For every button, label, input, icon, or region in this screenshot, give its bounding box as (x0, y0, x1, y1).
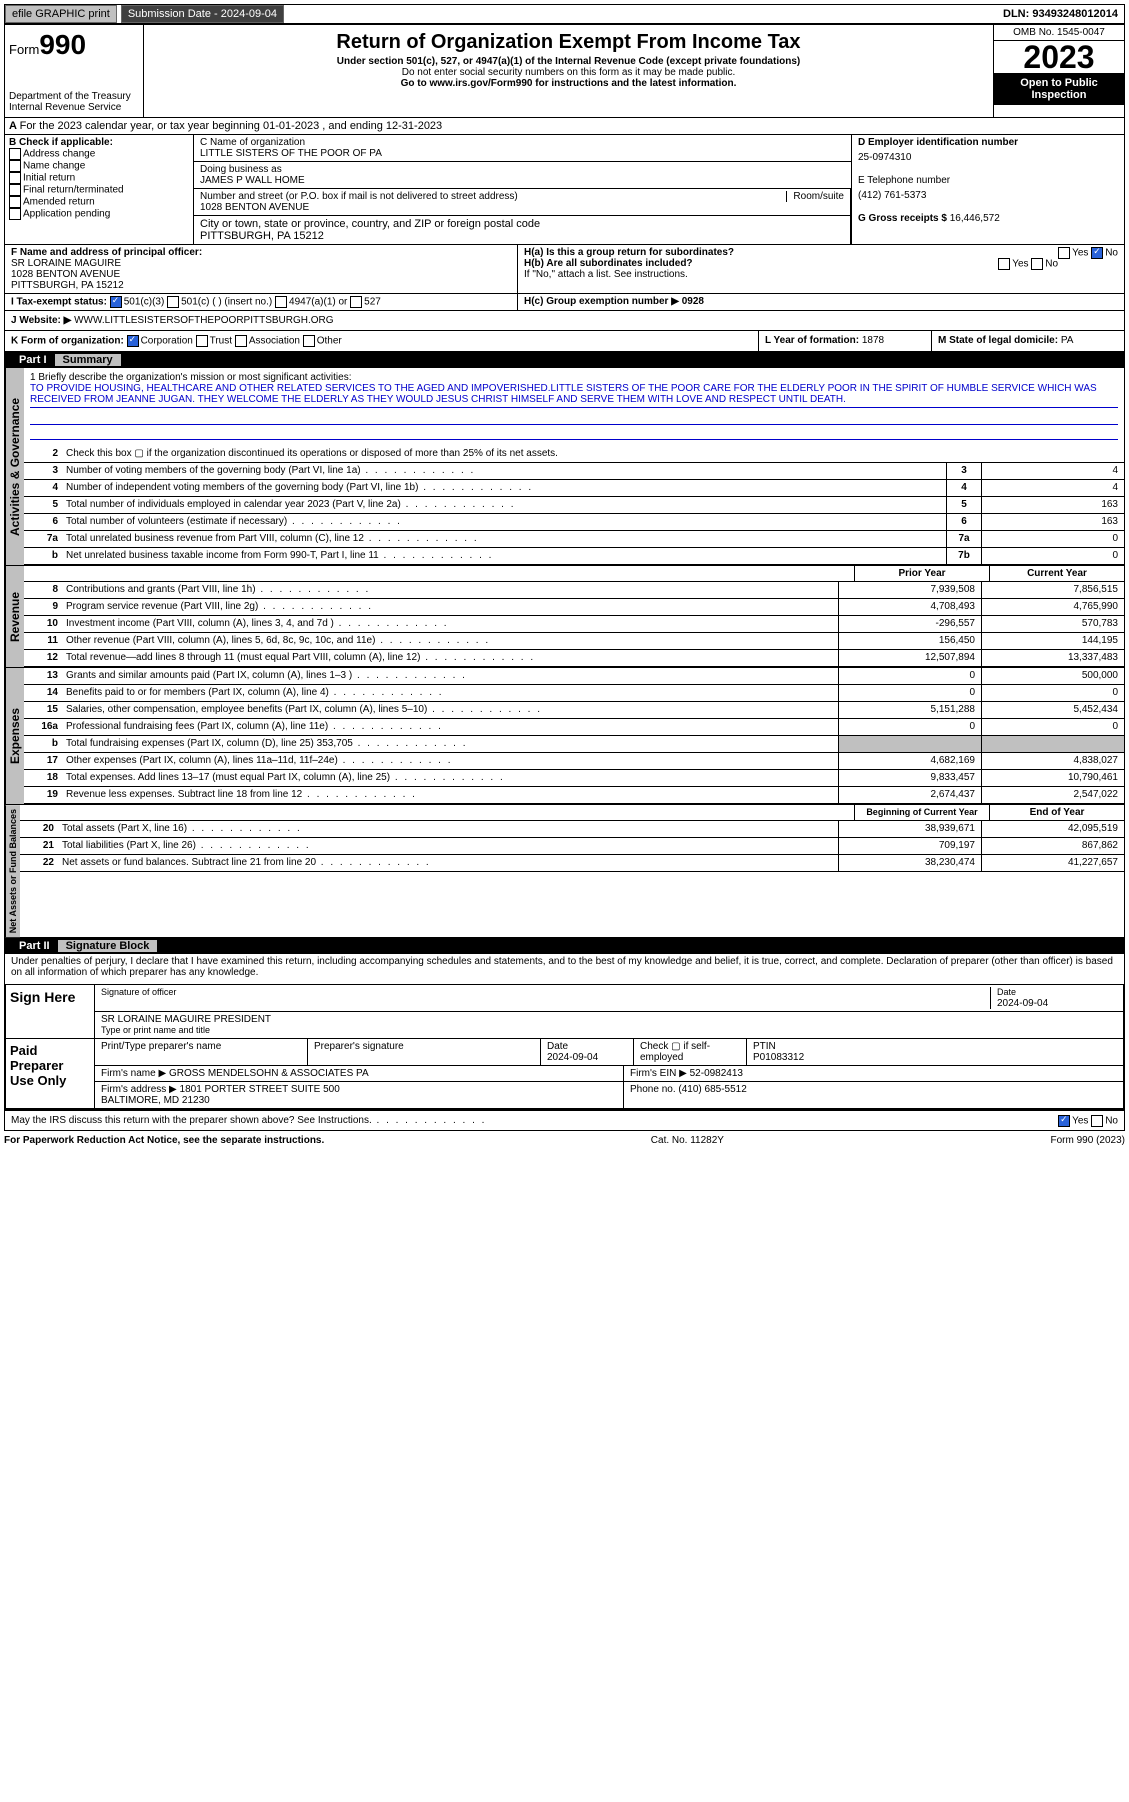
section-bcdeg: B Check if applicable: Address change Na… (5, 135, 1124, 245)
governance-label: Activities & Governance (5, 368, 24, 565)
form-number: Form990 (9, 29, 139, 61)
ein-label: D Employer identification number (858, 137, 1118, 148)
section-j: J Website: ▶ WWW.LITTLESISTERSOFTHEPOORP… (5, 311, 1124, 331)
tax-year-large: 2023 (994, 41, 1124, 73)
check-527[interactable] (350, 296, 362, 308)
section-klm: K Form of organization: Corporation Trus… (5, 331, 1124, 352)
website-value[interactable]: WWW.LITTLESISTERSOFTHEPOORPITTSBURGH.ORG (74, 315, 333, 326)
discuss-yes[interactable] (1058, 1115, 1070, 1127)
check-other[interactable] (303, 335, 315, 347)
check-association[interactable] (235, 335, 247, 347)
penalties-text: Under penalties of perjury, I declare th… (5, 954, 1124, 980)
dept-label: Department of the Treasury Internal Reve… (9, 91, 139, 113)
check-application-pending[interactable]: Application pending (9, 208, 189, 220)
dln-label: DLN: 93493248012014 (1003, 8, 1124, 20)
street-value: 1028 BENTON AVENUE (200, 202, 844, 213)
current-year-header: Current Year (989, 566, 1124, 581)
form-subtitle: Under section 501(c), 527, or 4947(a)(1)… (148, 56, 989, 67)
check-corporation[interactable] (127, 335, 139, 347)
ein-value: 25-0974310 (858, 148, 1118, 175)
check-4947[interactable] (275, 296, 287, 308)
section-ih: I Tax-exempt status: 501(c)(3) 501(c) ( … (5, 294, 1124, 311)
gross-receipts-value: 16,446,572 (950, 213, 1000, 224)
city-value: PITTSBURGH, PA 15212 (200, 230, 844, 242)
room-label: Room/suite (786, 191, 844, 202)
prior-year-header: Prior Year (854, 566, 989, 581)
phone-label: E Telephone number (858, 175, 1118, 186)
efile-print-button[interactable]: efile GRAPHIC print (5, 5, 117, 23)
check-name-change[interactable]: Name change (9, 160, 189, 172)
street-label: Number and street (or P.O. box if mail i… (200, 191, 786, 202)
form-title: Return of Organization Exempt From Incom… (148, 31, 989, 54)
end-year-header: End of Year (989, 805, 1124, 820)
officer-name: SR LORAINE MAGUIRE (11, 258, 511, 269)
year-formation: 1878 (862, 335, 884, 346)
officer-signature-name: SR LORAINE MAGUIRE PRESIDENT (101, 1014, 271, 1025)
topbar: efile GRAPHIC print Submission Date - 20… (4, 4, 1125, 24)
hc-value: H(c) Group exemption number ▶ 0928 (518, 294, 1124, 310)
goto-link[interactable]: Go to www.irs.gov/Form990 for instructio… (148, 78, 989, 89)
check-trust[interactable] (196, 335, 208, 347)
form-990-container: Form990 Department of the Treasury Inter… (4, 24, 1125, 1131)
phone-value: (412) 761-5373 (858, 186, 1118, 213)
gross-receipts-label: G Gross receipts $ (858, 213, 947, 224)
hb-note: If "No," attach a list. See instructions… (524, 269, 1118, 280)
org-name-label: C Name of organization (200, 137, 845, 148)
officer-addr2: PITTSBURGH, PA 15212 (11, 280, 511, 291)
check-501c3[interactable] (110, 296, 122, 308)
sign-here-label: Sign Here (6, 985, 95, 1038)
discuss-no[interactable] (1091, 1115, 1103, 1127)
form-header: Form990 Department of the Treasury Inter… (5, 25, 1124, 118)
ssn-warning: Do not enter social security numbers on … (148, 67, 989, 78)
inspection-box: Open to Public Inspection (994, 73, 1124, 105)
part1-header: Part I Summary (5, 352, 1124, 368)
section-a-tax-year: A For the 2023 calendar year, or tax yea… (5, 118, 1124, 135)
org-name: LITTLE SISTERS OF THE POOR OF PA (200, 148, 845, 159)
check-501c[interactable] (167, 296, 179, 308)
revenue-label: Revenue (5, 566, 24, 667)
signature-section: Sign Here Signature of officerDate2024-0… (5, 984, 1124, 1110)
paid-preparer-label: Paid Preparer Use Only (6, 1039, 95, 1108)
dba-label: Doing business as (200, 164, 845, 175)
discuss-question: May the IRS discuss this return with the… (5, 1110, 1124, 1130)
ha-question: H(a) Is this a group return for subordin… (524, 247, 1118, 258)
page-footer: For Paperwork Reduction Act Notice, see … (4, 1131, 1125, 1150)
check-initial-return[interactable]: Initial return (9, 172, 189, 184)
officer-label: F Name and address of principal officer: (11, 247, 511, 258)
submission-date-button[interactable]: Submission Date - 2024-09-04 (121, 5, 284, 23)
netassets-label: Net Assets or Fund Balances (5, 805, 20, 937)
check-amended-return[interactable]: Amended return (9, 196, 189, 208)
hb-question: H(b) Are all subordinates included? Yes … (524, 258, 1118, 269)
tax-exempt-label: I Tax-exempt status: (11, 297, 107, 308)
state-domicile: PA (1061, 335, 1074, 346)
mission-text: TO PROVIDE HOUSING, HEALTHCARE AND OTHER… (30, 383, 1118, 408)
city-label: City or town, state or province, country… (200, 218, 844, 230)
check-address-change[interactable]: Address change (9, 148, 189, 160)
mission-block: 1 Briefly describe the organization's mi… (24, 368, 1124, 446)
begin-year-header: Beginning of Current Year (854, 805, 989, 820)
officer-addr1: 1028 BENTON AVENUE (11, 269, 511, 280)
check-final-return[interactable]: Final return/terminated (9, 184, 189, 196)
dba-value: JAMES P WALL HOME (200, 175, 845, 186)
section-b-checkboxes: B Check if applicable: Address change Na… (5, 135, 194, 244)
expenses-label: Expenses (5, 668, 24, 804)
section-fh: F Name and address of principal officer:… (5, 245, 1124, 294)
part2-header: Part II Signature Block (5, 938, 1124, 954)
